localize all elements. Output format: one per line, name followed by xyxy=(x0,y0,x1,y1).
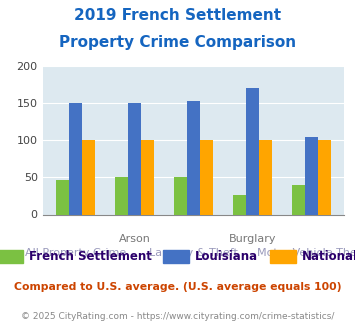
Bar xyxy=(69,103,82,214)
Text: Burglary: Burglary xyxy=(229,234,276,244)
Bar xyxy=(187,101,200,214)
Bar xyxy=(292,185,305,214)
Text: Motor Vehicle Theft: Motor Vehicle Theft xyxy=(257,248,355,258)
Bar xyxy=(233,195,246,214)
Bar xyxy=(141,140,154,214)
Bar xyxy=(128,103,141,214)
Bar xyxy=(174,177,187,214)
Bar xyxy=(259,140,272,214)
Bar xyxy=(318,140,331,214)
Bar xyxy=(200,140,213,214)
Text: Property Crime Comparison: Property Crime Comparison xyxy=(59,35,296,50)
Text: All Property Crime: All Property Crime xyxy=(25,248,126,258)
Text: © 2025 CityRating.com - https://www.cityrating.com/crime-statistics/: © 2025 CityRating.com - https://www.city… xyxy=(21,312,334,321)
Bar xyxy=(56,181,69,214)
Text: Arson: Arson xyxy=(119,234,151,244)
Text: Larceny & Theft: Larceny & Theft xyxy=(149,248,238,258)
Bar xyxy=(305,137,318,214)
Bar xyxy=(82,140,95,214)
Text: 2019 French Settlement: 2019 French Settlement xyxy=(74,8,281,23)
Bar xyxy=(115,177,128,214)
Text: Compared to U.S. average. (U.S. average equals 100): Compared to U.S. average. (U.S. average … xyxy=(14,282,341,292)
Legend: French Settlement, Louisiana, National: French Settlement, Louisiana, National xyxy=(0,245,355,268)
Bar xyxy=(246,88,259,214)
